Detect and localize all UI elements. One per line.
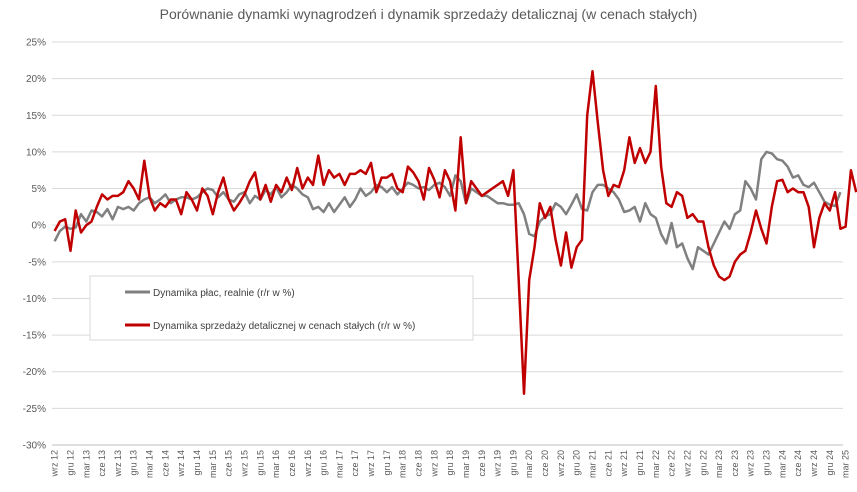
x-axis-tick-labels: wrz 12 gru 12 mar 13 cze 13 wrz 13 gru 13 mar … bbox=[50, 450, 857, 478]
x-tick-label: gru 23 bbox=[762, 450, 772, 476]
x-tick-label: cze 22 bbox=[667, 450, 677, 477]
x-tick-label: mar 19 bbox=[461, 450, 471, 478]
x-tick-label: gru 20 bbox=[572, 450, 582, 476]
x-tick-label: wrz 12 bbox=[50, 450, 60, 478]
x-tick-label: gru 16 bbox=[319, 450, 329, 476]
x-tick-label: cze 21 bbox=[603, 450, 613, 477]
x-tick-label: mar 16 bbox=[271, 450, 281, 478]
y-tick-label: -25% bbox=[23, 404, 46, 415]
chart-title: Porównanie dynamki wynagrodzeń i dynamik… bbox=[159, 6, 698, 22]
x-tick-label: gru 17 bbox=[382, 450, 392, 476]
x-tick-label: wrz 13 bbox=[113, 450, 123, 478]
x-tick-label: cze 14 bbox=[160, 450, 170, 477]
x-tick-label: wrz 21 bbox=[619, 450, 629, 478]
x-tick-label: cze 16 bbox=[287, 450, 297, 477]
x-tick-label: wrz 24 bbox=[809, 450, 819, 478]
series-line-retail-sales bbox=[53, 70, 857, 395]
x-tick-label: wrz 15 bbox=[239, 450, 249, 478]
x-tick-label: gru 19 bbox=[508, 450, 518, 476]
legend-box bbox=[89, 275, 474, 341]
x-tick-label: mar 13 bbox=[81, 450, 91, 478]
gridlines bbox=[52, 41, 843, 446]
x-tick-label: cze 17 bbox=[350, 450, 360, 477]
x-tick-label: cze 15 bbox=[224, 450, 234, 477]
x-tick-label: mar 20 bbox=[524, 450, 534, 478]
y-tick-label: -15% bbox=[23, 331, 46, 342]
y-axis-tick-labels: 25% 20% 15% 10% 5% 0% -5% -10% -15% -20% -25% -30% bbox=[23, 38, 46, 452]
y-tick-label: -30% bbox=[23, 441, 46, 452]
x-tick-label: mar 15 bbox=[208, 450, 218, 478]
legend: Dynamika płac, realnie (r/r w %) Dynamik… bbox=[89, 275, 474, 341]
series-lines bbox=[53, 70, 857, 395]
x-tick-label: cze 20 bbox=[540, 450, 550, 477]
x-tick-label: gru 24 bbox=[825, 450, 835, 476]
x-tick-label: mar 23 bbox=[714, 450, 724, 478]
x-tick-label: mar 22 bbox=[651, 450, 661, 478]
legend-label-retail-sales: Dynamika sprzedaży detalicznej w cenach … bbox=[153, 321, 415, 332]
x-tick-label: gru 14 bbox=[192, 450, 202, 476]
y-tick-label: 0% bbox=[32, 221, 47, 232]
x-tick-label: mar 25 bbox=[841, 450, 851, 478]
x-tick-label: gru 21 bbox=[635, 450, 645, 476]
x-tick-label: cze 18 bbox=[413, 450, 423, 477]
x-tick-label: wrz 18 bbox=[429, 450, 439, 478]
x-tick-label: gru 12 bbox=[65, 450, 75, 476]
x-tick-label: cze 23 bbox=[730, 450, 740, 477]
x-tick-label: wrz 16 bbox=[303, 450, 313, 478]
y-tick-label: -20% bbox=[23, 367, 46, 378]
y-tick-label: 10% bbox=[26, 147, 46, 158]
y-tick-label: 5% bbox=[32, 184, 47, 195]
x-tick-label: gru 22 bbox=[698, 450, 708, 476]
x-tick-label: mar 18 bbox=[398, 450, 408, 478]
y-tick-label: 25% bbox=[26, 38, 46, 49]
y-tick-label: -10% bbox=[23, 294, 46, 305]
x-tick-label: wrz 17 bbox=[366, 450, 376, 478]
x-tick-label: cze 19 bbox=[477, 450, 487, 477]
x-tick-label: mar 14 bbox=[145, 450, 155, 478]
x-tick-label: cze 24 bbox=[793, 450, 803, 477]
y-tick-label: 20% bbox=[26, 74, 46, 85]
x-tick-label: wrz 19 bbox=[493, 450, 503, 478]
x-tick-label: wrz 23 bbox=[746, 450, 756, 478]
x-tick-label: mar 17 bbox=[334, 450, 344, 478]
x-tick-label: gru 15 bbox=[255, 450, 265, 476]
series-line-wages bbox=[53, 150, 842, 271]
x-tick-label: wrz 22 bbox=[682, 450, 692, 478]
y-tick-label: 15% bbox=[26, 111, 46, 122]
legend-label-wages: Dynamika płac, realnie (r/r w %) bbox=[153, 288, 295, 299]
y-tick-label: -5% bbox=[28, 257, 46, 268]
x-tick-label: wrz 14 bbox=[176, 450, 186, 478]
x-tick-label: mar 21 bbox=[588, 450, 598, 478]
x-tick-label: cze 13 bbox=[97, 450, 107, 477]
x-tick-label: gru 18 bbox=[445, 450, 455, 476]
x-tick-label: wrz 20 bbox=[556, 450, 566, 478]
x-tick-label: mar 24 bbox=[777, 450, 787, 478]
x-tick-label: gru 13 bbox=[129, 450, 139, 476]
